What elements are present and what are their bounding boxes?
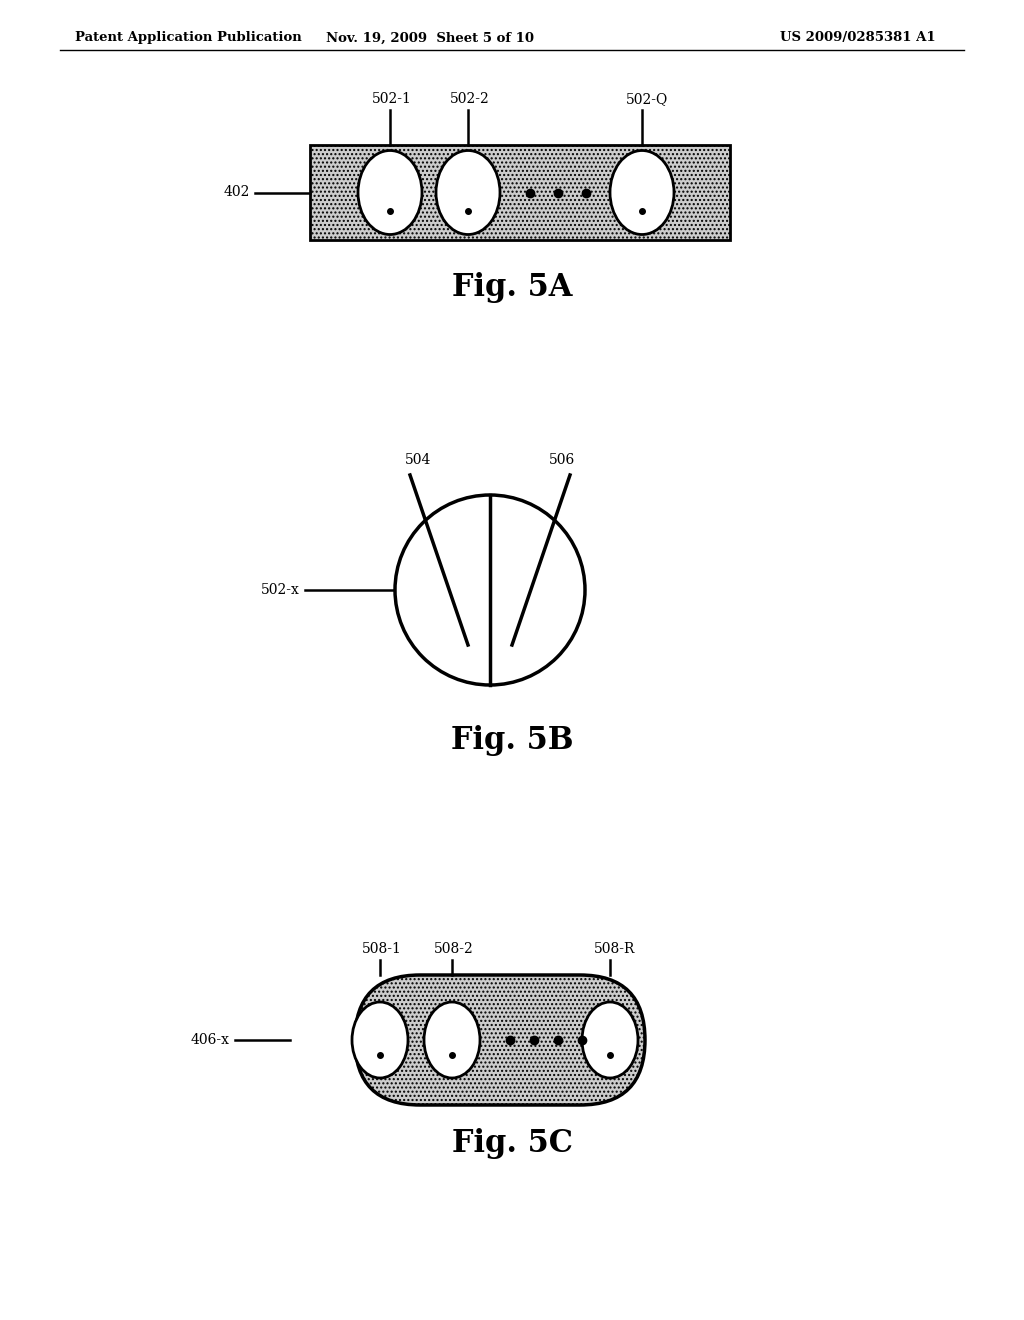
Text: Fig. 5A: Fig. 5A [452,272,572,304]
Ellipse shape [582,1002,638,1078]
Text: Fig. 5C: Fig. 5C [452,1129,572,1159]
Text: 506: 506 [549,453,575,467]
Text: 502-x: 502-x [261,583,300,597]
Ellipse shape [610,150,674,235]
Text: 504: 504 [406,453,431,467]
Text: 508-2: 508-2 [434,942,474,956]
Ellipse shape [358,150,422,235]
Ellipse shape [395,495,585,685]
Text: Patent Application Publication: Patent Application Publication [75,32,302,45]
Text: Nov. 19, 2009  Sheet 5 of 10: Nov. 19, 2009 Sheet 5 of 10 [326,32,534,45]
Text: 502-2: 502-2 [450,92,489,106]
Text: 502-Q: 502-Q [626,92,669,106]
Ellipse shape [352,1002,408,1078]
Text: 508-R: 508-R [594,942,635,956]
Text: 502-1: 502-1 [372,92,412,106]
Ellipse shape [436,150,500,235]
Text: Fig. 5B: Fig. 5B [451,725,573,756]
Text: 508-1: 508-1 [362,942,401,956]
Ellipse shape [424,1002,480,1078]
Text: US 2009/0285381 A1: US 2009/0285381 A1 [780,32,936,45]
FancyBboxPatch shape [355,975,645,1105]
Text: 402: 402 [223,186,250,199]
Text: 406-x: 406-x [191,1034,230,1047]
Bar [310,145,730,240]
